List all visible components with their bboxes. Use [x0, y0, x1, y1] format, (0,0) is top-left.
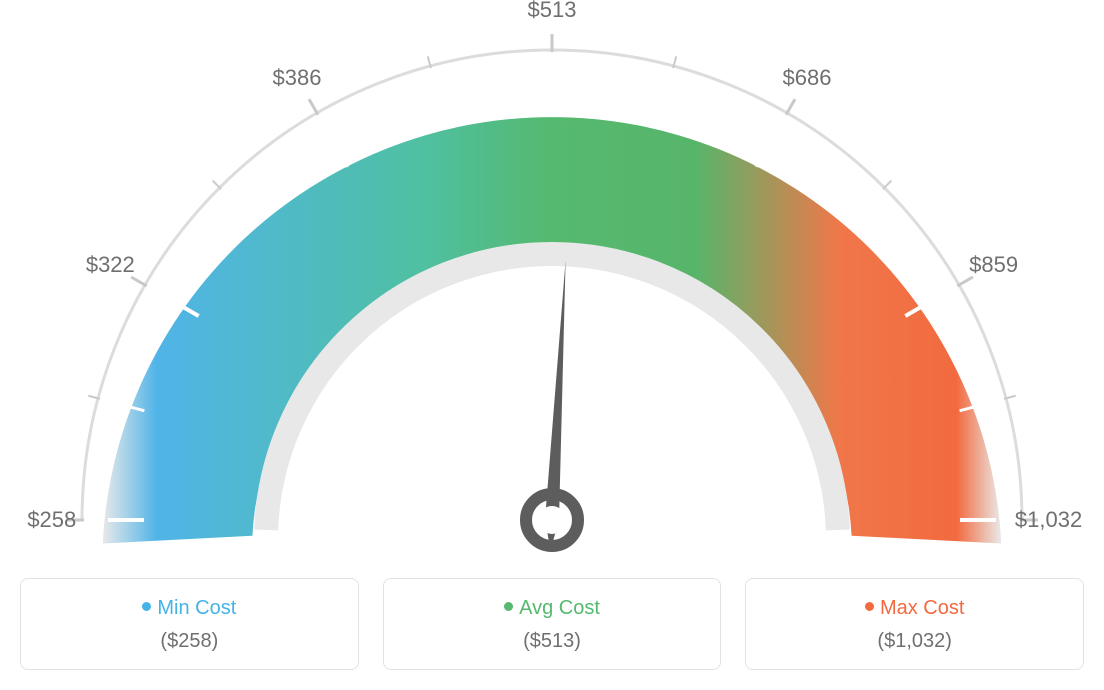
- legend-avg-title-text: Avg Cost: [519, 597, 600, 619]
- legend-max-value: ($1,032): [756, 630, 1073, 653]
- gauge-tick-label: $686: [783, 65, 832, 91]
- gauge-tick-label: $386: [273, 65, 322, 91]
- legend-max-dot: [865, 602, 874, 611]
- cost-gauge-chart: $258$322$386$513$686$859$1,032 Min Cost …: [20, 20, 1084, 670]
- gauge-tick-label: $859: [969, 252, 1018, 278]
- legend-min-dot: [142, 602, 151, 611]
- legend-min-card: Min Cost ($258): [20, 578, 359, 670]
- legend-min-title: Min Cost: [31, 597, 348, 620]
- legend-avg-title: Avg Cost: [394, 597, 711, 620]
- gauge-tick-label: $513: [528, 0, 577, 23]
- legend-avg-value: ($513): [394, 630, 711, 653]
- legend-max-title: Max Cost: [756, 597, 1073, 620]
- legend-avg-dot: [504, 602, 513, 611]
- gauge-tick-label: $1,032: [1015, 507, 1082, 533]
- gauge-svg: [20, 20, 1084, 560]
- legend-max-card: Max Cost ($1,032): [745, 578, 1084, 670]
- gauge-tick-label: $258: [27, 507, 76, 533]
- gauge-tick-label: $322: [86, 252, 135, 278]
- legend-min-value: ($258): [31, 630, 348, 653]
- legend-row: Min Cost ($258) Avg Cost ($513) Max Cost…: [20, 578, 1084, 670]
- legend-avg-card: Avg Cost ($513): [383, 578, 722, 670]
- legend-min-title-text: Min Cost: [157, 597, 236, 619]
- gauge-area: $258$322$386$513$686$859$1,032: [20, 20, 1084, 560]
- legend-max-title-text: Max Cost: [880, 597, 964, 619]
